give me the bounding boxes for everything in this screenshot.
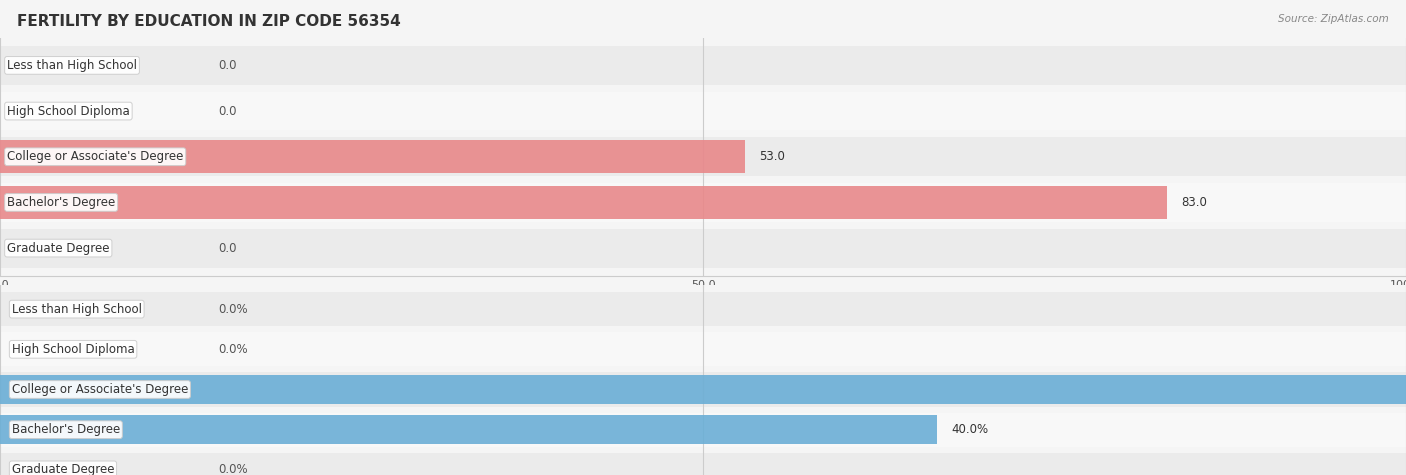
Text: College or Associate's Degree: College or Associate's Degree bbox=[11, 383, 188, 396]
Bar bbox=[0, 137, 1406, 176]
Bar bbox=[0, 183, 1406, 222]
Text: College or Associate's Degree: College or Associate's Degree bbox=[7, 150, 183, 163]
Text: 0.0: 0.0 bbox=[218, 242, 236, 255]
Text: Bachelor's Degree: Bachelor's Degree bbox=[11, 423, 120, 436]
Text: High School Diploma: High School Diploma bbox=[11, 343, 135, 356]
Bar bbox=[0, 413, 1406, 447]
Text: 0.0%: 0.0% bbox=[218, 343, 247, 356]
Text: 40.0%: 40.0% bbox=[952, 423, 988, 436]
Bar bbox=[0, 453, 1406, 475]
Bar bbox=[0, 46, 1406, 85]
Bar bbox=[0, 372, 1406, 407]
Text: High School Diploma: High School Diploma bbox=[7, 104, 129, 118]
Bar bbox=[0, 92, 1406, 131]
Bar bbox=[0, 228, 1406, 267]
Text: 0.0%: 0.0% bbox=[218, 303, 247, 315]
Bar bbox=[0, 332, 1406, 366]
Text: FERTILITY BY EDUCATION IN ZIP CODE 56354: FERTILITY BY EDUCATION IN ZIP CODE 56354 bbox=[17, 14, 401, 29]
Text: 53.0: 53.0 bbox=[759, 150, 785, 163]
Bar bbox=[0, 415, 938, 444]
Text: Less than High School: Less than High School bbox=[11, 303, 142, 315]
Text: Source: ZipAtlas.com: Source: ZipAtlas.com bbox=[1278, 14, 1389, 24]
Text: Graduate Degree: Graduate Degree bbox=[11, 464, 114, 475]
Text: 83.0: 83.0 bbox=[1181, 196, 1206, 209]
Bar bbox=[0, 375, 1406, 404]
Text: Graduate Degree: Graduate Degree bbox=[7, 242, 110, 255]
Bar bbox=[0, 292, 1406, 326]
Bar bbox=[0, 186, 1167, 219]
Text: 0.0: 0.0 bbox=[218, 104, 236, 118]
Text: Less than High School: Less than High School bbox=[7, 59, 136, 72]
Text: 0.0: 0.0 bbox=[218, 59, 236, 72]
Text: 0.0%: 0.0% bbox=[218, 464, 247, 475]
Bar bbox=[0, 140, 745, 173]
Text: Bachelor's Degree: Bachelor's Degree bbox=[7, 196, 115, 209]
